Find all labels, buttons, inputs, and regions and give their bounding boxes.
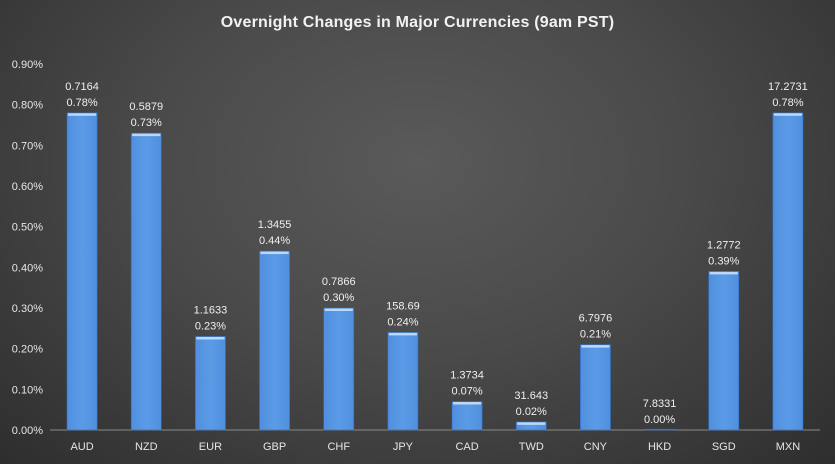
rate-label: 0.5879 [129, 101, 163, 113]
bar-aud [66, 112, 98, 431]
rate-label: 6.7976 [579, 313, 613, 325]
x-axis: AUD NZD EUR GBP CHF JPY CAD TWD CNY HKD SGD MXN [50, 429, 820, 453]
bar-highlight [453, 402, 482, 405]
rate-label: 1.1633 [194, 304, 228, 316]
bar-jpy [387, 332, 419, 431]
rate-label: 0.7164 [65, 81, 99, 93]
bars-group [66, 112, 804, 431]
x-tick-label: GBP [263, 441, 286, 453]
bar-mxn [772, 112, 804, 431]
y-tick-label: 0.20% [12, 344, 43, 356]
x-tick-label: MXN [776, 441, 801, 453]
bar-chf [323, 307, 355, 431]
rate-label: 31.643 [514, 390, 548, 402]
x-tick-label: CAD [455, 441, 478, 453]
x-tick-label: CHF [327, 441, 350, 453]
chart-title: Overnight Changes in Major Currencies (9… [220, 14, 615, 31]
y-tick-label: 0.00% [12, 425, 43, 437]
bar-highlight [773, 113, 802, 116]
bar-eur [195, 336, 226, 431]
y-axis: 0.00% 0.10% 0.20% 0.30% 0.40% 0.50% 0.60% 0.70%… [12, 59, 43, 437]
percent-label: 0.00% [644, 414, 675, 426]
x-tick-label: JPY [393, 441, 414, 453]
bar-twd [515, 421, 547, 431]
rate-label: 17.2731 [768, 81, 808, 93]
bar-highlight [517, 422, 546, 425]
bar-highlight [132, 133, 161, 137]
x-tick-label: NZD [135, 441, 158, 453]
x-tick-label: AUD [70, 441, 93, 453]
rate-label: 158.69 [386, 300, 420, 312]
percent-label: 0.39% [708, 255, 739, 267]
y-tick-label: 0.60% [12, 181, 43, 193]
x-tick-label: TWD [519, 441, 544, 453]
y-tick-label: 0.90% [12, 59, 43, 71]
bar-highlight [324, 308, 353, 311]
y-tick-label: 0.30% [12, 303, 43, 315]
x-tick-label: SGD [712, 441, 736, 453]
rate-label: 0.7866 [322, 276, 356, 288]
bar-gbp [259, 250, 290, 431]
bar-highlight [260, 251, 289, 255]
data-labels-group: 0.78% 0.7164 0.73% 0.5879 0.23% 1.1633 0.44% 1.… [65, 81, 808, 426]
bar-hkd [644, 428, 675, 431]
bar-highlight [196, 336, 225, 340]
bar-highlight [388, 332, 417, 336]
percent-label: 0.78% [66, 97, 97, 109]
y-tick-label: 0.70% [12, 140, 43, 152]
y-tick-label: 0.40% [12, 262, 43, 274]
bar-cad [451, 401, 483, 431]
percent-label: 0.73% [131, 117, 162, 129]
bar-nzd [130, 132, 162, 431]
y-tick-label: 0.10% [12, 384, 43, 396]
bar-highlight [581, 345, 610, 348]
percent-label: 0.07% [451, 386, 482, 398]
percent-label: 0.23% [195, 320, 226, 332]
bar-highlight [68, 113, 97, 116]
percent-label: 0.78% [772, 97, 803, 109]
rate-label: 7.8331 [643, 398, 677, 410]
percent-label: 0.24% [387, 316, 418, 328]
bar-sgd [708, 271, 740, 431]
percent-label: 0.44% [259, 235, 290, 247]
y-tick-label: 0.80% [12, 100, 43, 112]
x-tick-label: HKD [648, 441, 671, 453]
bar-highlight [709, 271, 738, 275]
y-tick-label: 0.50% [12, 222, 43, 234]
percent-label: 0.21% [580, 329, 611, 341]
percent-label: 0.02% [516, 406, 547, 418]
rate-label: 1.3455 [258, 219, 292, 231]
rate-label: 1.2772 [707, 239, 741, 251]
bar-cny [580, 344, 611, 431]
percent-label: 0.30% [323, 292, 354, 304]
rate-label: 1.3734 [450, 370, 484, 382]
x-tick-label: EUR [199, 441, 222, 453]
x-tick-label: CNY [584, 441, 608, 453]
